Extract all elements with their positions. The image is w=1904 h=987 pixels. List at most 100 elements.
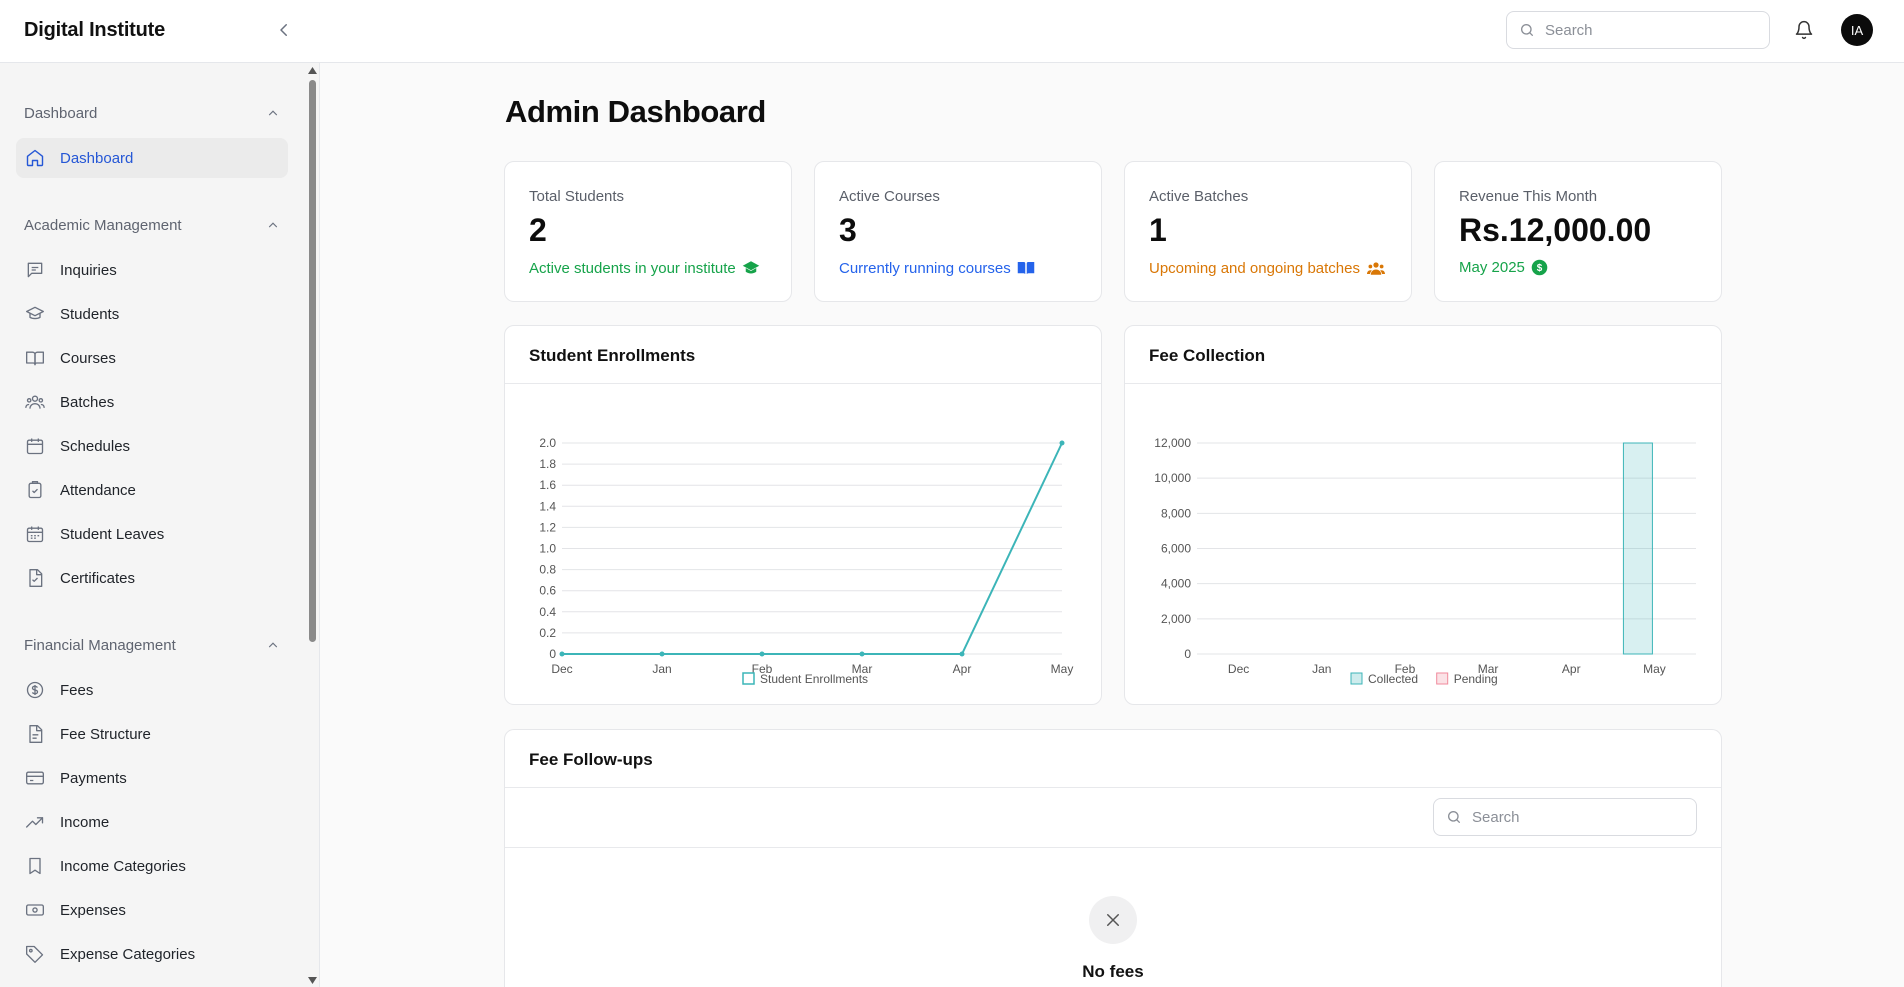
divider bbox=[1125, 383, 1721, 384]
sidebar-section-academic[interactable]: Academic Management bbox=[24, 213, 280, 237]
legend-label: Pending bbox=[1454, 672, 1498, 686]
sidebar-item-courses[interactable]: Courses bbox=[16, 338, 288, 378]
sidebar-item-label: Certificates bbox=[60, 569, 136, 587]
banknote-icon bbox=[24, 899, 46, 921]
y-tick-label: 1.8 bbox=[539, 457, 556, 471]
sidebar-item-income-categories[interactable]: Income Categories bbox=[16, 846, 288, 886]
y-tick-label: 1.0 bbox=[539, 542, 556, 556]
stat-label: Active Batches bbox=[1149, 188, 1249, 205]
legend-swatch bbox=[1436, 672, 1449, 685]
series-line bbox=[562, 442, 1063, 655]
y-tick-label: 0.8 bbox=[539, 563, 556, 577]
stat-label: Active Courses bbox=[839, 188, 940, 205]
stat-value: 2 bbox=[529, 212, 547, 248]
y-tick-label: 0 bbox=[549, 647, 556, 661]
sidebar-item-batches[interactable]: Batches bbox=[16, 382, 288, 422]
fee-collection-chart-card: Fee Collection 0 2,000 4,000 6,000 8,000 10,0… bbox=[1124, 325, 1722, 705]
sidebar-item-label: Batches bbox=[60, 393, 115, 411]
top-search-box[interactable] bbox=[1506, 11, 1770, 49]
x-tick-label: Feb bbox=[1395, 662, 1416, 676]
sidebar-item-label: Inquiries bbox=[60, 261, 117, 279]
x-tick-label: Mar bbox=[852, 662, 873, 676]
sidebar-item-schedules[interactable]: Schedules bbox=[16, 426, 288, 466]
sidebar-item-fees[interactable]: Fees bbox=[16, 670, 288, 710]
sidebar-section-title: Academic Management bbox=[24, 216, 182, 234]
sidebar-item-income[interactable]: Income bbox=[16, 802, 288, 842]
chevron-up-icon bbox=[268, 222, 278, 228]
book-open-icon bbox=[1017, 262, 1034, 274]
graduation-cap-icon bbox=[742, 261, 760, 274]
sidebar-item-certificates[interactable]: Certificates bbox=[16, 558, 288, 598]
sidebar-item-expense-categories[interactable]: Expense Categories bbox=[16, 934, 288, 974]
stat-value: Rs.12,000.00 bbox=[1459, 212, 1652, 248]
sidebar-section-financial[interactable]: Financial Management bbox=[24, 633, 280, 657]
stat-subtext-text: Currently running courses bbox=[839, 259, 1011, 277]
y-tick-label: 1.2 bbox=[539, 520, 556, 534]
enrollments-line-chart: 0 0.2 0.4 0.6 0.8 1.0 1.2 1.4 1.6 1.8 2.0 Dec Jan Feb… bbox=[539, 436, 1073, 686]
x-tick-label: Jan bbox=[652, 662, 671, 676]
sidebar-item-student-leaves[interactable]: Student Leaves bbox=[16, 514, 288, 554]
x-tick-label: Apr bbox=[1562, 662, 1581, 676]
empty-state-text: No fees bbox=[1082, 962, 1144, 981]
scroll-down-arrow[interactable] bbox=[308, 977, 317, 984]
sidebar-section-dashboard[interactable]: Dashboard bbox=[24, 101, 280, 125]
scroll-up-arrow[interactable] bbox=[308, 67, 317, 74]
stat-card-active-courses: Active Courses 3 Currently running cours… bbox=[814, 161, 1102, 302]
sidebar-item-label: Dashboard bbox=[60, 149, 134, 167]
x-tick-label: May bbox=[1643, 662, 1666, 676]
y-tick-label: 0 bbox=[1184, 647, 1191, 661]
y-tick-label: 10,000 bbox=[1154, 471, 1191, 485]
chart-title: Student Enrollments bbox=[529, 346, 696, 365]
sidebar-item-payments[interactable]: Payments bbox=[16, 758, 288, 798]
users-icon bbox=[1366, 262, 1385, 275]
y-tick-label: 6,000 bbox=[1161, 542, 1191, 556]
stat-card-total-students: Total Students 2 Active students in your… bbox=[504, 161, 792, 302]
y-tick-label: 4,000 bbox=[1161, 577, 1191, 591]
sidebar-item-dashboard[interactable]: Dashboard bbox=[16, 138, 288, 178]
y-tick-label: 2,000 bbox=[1161, 612, 1191, 626]
chart-title: Fee Collection bbox=[1149, 346, 1266, 365]
divider bbox=[505, 383, 1101, 384]
y-tick-label: 0.6 bbox=[539, 584, 556, 598]
x-tick-label: Jan bbox=[1312, 662, 1331, 676]
sidebar-item-inquiries[interactable]: Inquiries bbox=[16, 250, 288, 290]
sidebar-item-label: Income bbox=[60, 813, 110, 831]
stat-subtext: Currently running courses bbox=[839, 259, 1035, 277]
home-icon bbox=[24, 147, 46, 169]
graduation-cap-icon bbox=[24, 303, 46, 325]
sidebar-item-fee-structure[interactable]: Fee Structure bbox=[16, 714, 288, 754]
legend-label: Student Enrollments bbox=[760, 672, 868, 686]
sidebar-item-attendance[interactable]: Attendance bbox=[16, 470, 288, 510]
book-open-icon bbox=[24, 347, 46, 369]
sidebar-item-expenses[interactable]: Expenses bbox=[16, 890, 288, 930]
followups-search-input[interactable] bbox=[1472, 808, 1672, 826]
stat-card-active-batches: Active Batches 1 Upcoming and ongoing ba… bbox=[1124, 161, 1412, 302]
y-tick-label: 12,000 bbox=[1154, 436, 1191, 450]
data-point bbox=[559, 651, 565, 657]
user-avatar[interactable]: IA bbox=[1841, 14, 1873, 46]
top-search-input[interactable] bbox=[1545, 21, 1745, 39]
file-check-icon bbox=[24, 567, 46, 589]
sidebar-item-students[interactable]: Students bbox=[16, 294, 288, 334]
notifications-button[interactable] bbox=[1792, 18, 1816, 42]
data-point bbox=[759, 651, 765, 657]
enrollments-chart-card: Student Enrollments 0 0.2 0.4 0.6 0.8 1.0 1.2 1… bbox=[504, 325, 1102, 705]
collapse-sidebar-button[interactable] bbox=[272, 18, 296, 42]
fee-collection-bar-chart: 0 2,000 4,000 6,000 8,000 10,000 12,000 Dec Jan F… bbox=[1154, 436, 1696, 686]
dollar-circle-icon bbox=[24, 679, 46, 701]
sidebar-item-label: Expense Categories bbox=[60, 945, 196, 963]
followups-search-box[interactable] bbox=[1433, 798, 1697, 836]
sidebar-item-label: Attendance bbox=[60, 481, 136, 499]
brand-name: Digital Institute bbox=[24, 19, 166, 41]
users-icon bbox=[24, 391, 46, 413]
stat-label: Revenue This Month bbox=[1459, 188, 1598, 205]
divider bbox=[505, 847, 1721, 848]
calendar-days-icon bbox=[24, 523, 46, 545]
legend-swatch bbox=[742, 672, 755, 685]
stat-subtext-text: Active students in your institute bbox=[529, 259, 736, 277]
calendar-icon bbox=[24, 435, 46, 457]
data-point bbox=[959, 651, 965, 657]
data-point bbox=[1059, 440, 1065, 446]
sidebar-item-label: Income Categories bbox=[60, 857, 186, 875]
sidebar-scrollbar-thumb[interactable] bbox=[309, 80, 316, 642]
